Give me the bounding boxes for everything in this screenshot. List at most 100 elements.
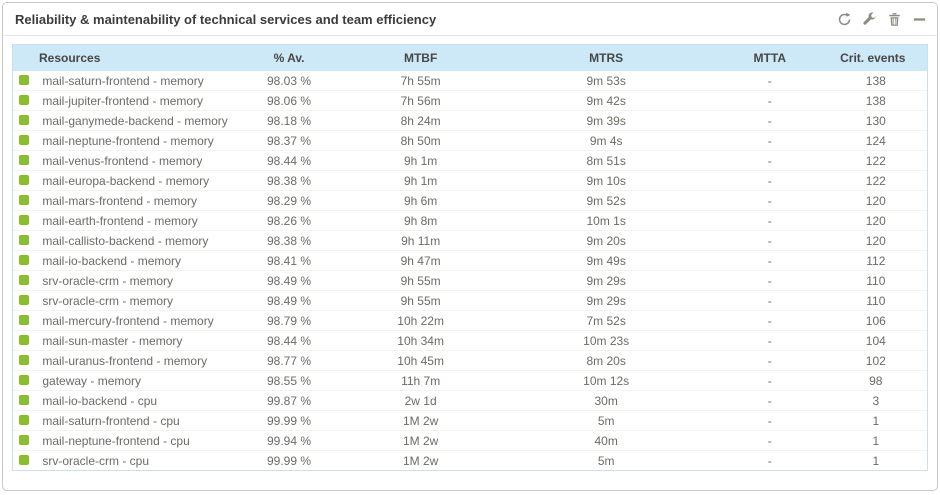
resource-name[interactable]: mail-earth-frontend - memory [42, 214, 197, 228]
resource-name[interactable]: srv-oracle-crm - memory [42, 294, 173, 308]
crit-events-value: 102 [825, 351, 927, 371]
refresh-icon[interactable] [836, 11, 852, 27]
wrench-icon[interactable] [861, 11, 877, 27]
table-row[interactable]: gateway - memory 98.55 % 11h 7m 10m 12s … [13, 371, 927, 391]
table-row[interactable]: mail-sun-master - memory 98.44 % 10h 34m… [13, 331, 927, 351]
mtbf-value: 9h 8m [344, 211, 498, 231]
mtrs-value: 9m 52s [497, 191, 715, 211]
mtrs-value: 9m 29s [497, 291, 715, 311]
resource-name[interactable]: mail-sun-master - memory [42, 334, 182, 348]
table-row[interactable]: mail-saturn-frontend - memory 98.03 % 7h… [13, 71, 927, 91]
resource-name[interactable]: mail-uranus-frontend - memory [42, 354, 207, 368]
resource-name[interactable]: mail-venus-frontend - memory [42, 154, 202, 168]
table-row[interactable]: mail-neptune-frontend - memory 98.37 % 8… [13, 131, 927, 151]
availability-value: 99.94 % [234, 431, 344, 451]
status-up-icon [19, 435, 29, 445]
resource-name[interactable]: srv-oracle-crm - cpu [42, 454, 149, 468]
crit-events-value: 138 [825, 91, 927, 111]
resource-name[interactable]: gateway - memory [42, 374, 141, 388]
mtrs-value: 9m 20s [497, 231, 715, 251]
resource-name[interactable]: mail-jupiter-frontend - memory [42, 94, 203, 108]
resource-cell: mail-ganymede-backend - memory [13, 111, 234, 131]
column-header-mtbf: MTBF [344, 45, 498, 71]
mtta-value: - [715, 311, 825, 331]
mtbf-value: 10h 22m [344, 311, 498, 331]
resource-name[interactable]: mail-neptune-frontend - cpu [42, 434, 189, 448]
mtbf-value: 10h 34m [344, 331, 498, 351]
availability-value: 98.44 % [234, 331, 344, 351]
mtrs-value: 5m [497, 411, 715, 431]
status-up-icon [19, 155, 29, 165]
table-row[interactable]: srv-oracle-crm - cpu 99.99 % 1M 2w 5m - … [13, 451, 927, 471]
resource-name[interactable]: mail-ganymede-backend - memory [42, 114, 227, 128]
table-row[interactable]: mail-europa-backend - memory 98.38 % 9h … [13, 171, 927, 191]
trash-icon[interactable] [886, 11, 902, 27]
mtrs-value: 8m 20s [497, 351, 715, 371]
resource-name[interactable]: srv-oracle-crm - memory [42, 274, 173, 288]
crit-events-value: 1 [825, 411, 927, 431]
availability-value: 98.03 % [234, 71, 344, 91]
resource-name[interactable]: mail-europa-backend - memory [42, 174, 209, 188]
table-row[interactable]: mail-neptune-frontend - cpu 99.94 % 1M 2… [13, 431, 927, 451]
minimize-icon[interactable] [911, 11, 927, 27]
mtta-value: - [715, 251, 825, 271]
table-row[interactable]: mail-io-backend - memory 98.41 % 9h 47m … [13, 251, 927, 271]
resource-cell: mail-callisto-backend - memory [13, 231, 234, 251]
mtta-value: - [715, 291, 825, 311]
resource-name[interactable]: mail-io-backend - cpu [42, 394, 157, 408]
availability-value: 99.99 % [234, 411, 344, 431]
status-up-icon [19, 195, 29, 205]
resource-name[interactable]: mail-callisto-backend - memory [42, 234, 208, 248]
table-row[interactable]: mail-mars-frontend - memory 98.29 % 9h 6… [13, 191, 927, 211]
table-row[interactable]: mail-jupiter-frontend - memory 98.06 % 7… [13, 91, 927, 111]
mtrs-value: 9m 39s [497, 111, 715, 131]
resource-cell: mail-mercury-frontend - memory [13, 311, 234, 331]
mtrs-value: 10m 23s [497, 331, 715, 351]
resource-name[interactable]: mail-saturn-frontend - memory [42, 74, 203, 88]
mtta-value: - [715, 131, 825, 151]
mtbf-value: 8h 50m [344, 131, 498, 151]
crit-events-value: 106 [825, 311, 927, 331]
resource-cell: srv-oracle-crm - memory [13, 271, 234, 291]
mtbf-value: 1M 2w [344, 431, 498, 451]
status-up-icon [19, 215, 29, 225]
resource-name[interactable]: mail-io-backend - memory [42, 254, 181, 268]
table-row[interactable]: mail-mercury-frontend - memory 98.79 % 1… [13, 311, 927, 331]
table-row[interactable]: mail-callisto-backend - memory 98.38 % 9… [13, 231, 927, 251]
mtbf-value: 9h 1m [344, 151, 498, 171]
resource-cell: mail-neptune-frontend - cpu [13, 431, 234, 451]
crit-events-value: 120 [825, 231, 927, 251]
table-row[interactable]: mail-saturn-frontend - cpu 99.99 % 1M 2w… [13, 411, 927, 431]
resource-name[interactable]: mail-saturn-frontend - cpu [42, 414, 179, 428]
status-up-icon [19, 355, 29, 365]
crit-events-value: 120 [825, 191, 927, 211]
mtta-value: - [715, 91, 825, 111]
mtta-value: - [715, 191, 825, 211]
table-header-row: Resources % Av. MTBF MTRS MTTA Crit. eve… [13, 45, 927, 71]
mtbf-value: 9h 1m [344, 171, 498, 191]
mtta-value: - [715, 411, 825, 431]
resource-cell: srv-oracle-crm - memory [13, 291, 234, 311]
resource-name[interactable]: mail-mars-frontend - memory [42, 194, 197, 208]
table-row[interactable]: mail-ganymede-backend - memory 98.18 % 8… [13, 111, 927, 131]
table-row[interactable]: mail-uranus-frontend - memory 98.77 % 10… [13, 351, 927, 371]
table-row[interactable]: srv-oracle-crm - memory 98.49 % 9h 55m 9… [13, 271, 927, 291]
resource-name[interactable]: mail-neptune-frontend - memory [42, 134, 213, 148]
availability-value: 98.55 % [234, 371, 344, 391]
table-row[interactable]: mail-venus-frontend - memory 98.44 % 9h … [13, 151, 927, 171]
table-row[interactable]: mail-io-backend - cpu 99.87 % 2w 1d 30m … [13, 391, 927, 411]
status-up-icon [19, 255, 29, 265]
crit-events-value: 138 [825, 71, 927, 91]
status-up-icon [19, 455, 29, 465]
table-row[interactable]: mail-earth-frontend - memory 98.26 % 9h … [13, 211, 927, 231]
mtbf-value: 7h 56m [344, 91, 498, 111]
table-row[interactable]: srv-oracle-crm - memory 98.49 % 9h 55m 9… [13, 291, 927, 311]
crit-events-value: 122 [825, 151, 927, 171]
mtbf-value: 1M 2w [344, 451, 498, 471]
status-up-icon [19, 275, 29, 285]
resource-cell: mail-europa-backend - memory [13, 171, 234, 191]
resource-name[interactable]: mail-mercury-frontend - memory [42, 314, 213, 328]
status-up-icon [19, 335, 29, 345]
